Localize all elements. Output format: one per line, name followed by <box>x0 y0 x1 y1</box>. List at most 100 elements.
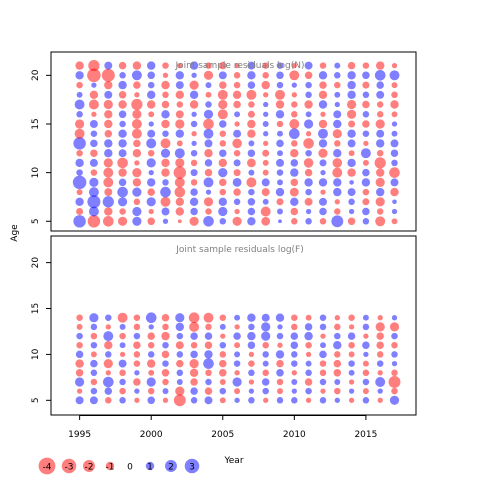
bubble-log-n <box>334 91 341 98</box>
bubble-log-n <box>190 207 198 216</box>
bubble-log-f <box>233 360 241 367</box>
bubble-log-f <box>103 359 113 369</box>
bubble-log-n <box>75 61 84 70</box>
bubble-log-f <box>348 379 355 385</box>
bubble-log-n <box>119 120 126 128</box>
bubble-log-n <box>190 179 198 186</box>
bubble-log-f <box>89 313 99 323</box>
bubble-log-n <box>234 111 241 118</box>
bubble-log-n <box>76 169 83 176</box>
bubble-log-n <box>319 218 327 225</box>
bubble-log-n <box>262 149 270 157</box>
bubble-log-f <box>203 312 214 323</box>
bubble-log-n <box>234 121 240 127</box>
bubble-log-f <box>190 341 198 349</box>
bubble-log-n <box>331 215 344 228</box>
bubble-log-n <box>147 129 156 138</box>
bubble-log-n <box>232 216 242 226</box>
bubble-log-n <box>104 110 113 119</box>
bubble-log-n <box>76 81 83 89</box>
bubble-log-f <box>133 314 141 321</box>
bubble-log-f <box>304 323 313 331</box>
bubble-log-n <box>305 81 312 89</box>
bubble-log-f <box>147 387 155 395</box>
bubble-log-f <box>362 378 370 386</box>
bubble-log-f <box>362 323 370 331</box>
y-tick-label: 15 <box>31 303 41 314</box>
bubble-log-f <box>90 387 98 395</box>
bubble-log-n <box>191 140 197 147</box>
bubble-log-n <box>334 72 341 79</box>
legend-label: 2 <box>168 463 174 473</box>
bubble-log-n <box>146 138 157 149</box>
bubble-log-f <box>162 388 169 395</box>
bubble-log-f <box>105 370 111 376</box>
bubble-log-f <box>161 350 170 359</box>
bubble-log-f <box>205 378 212 386</box>
bubble-log-n <box>349 180 354 185</box>
bubble-log-f <box>148 369 155 376</box>
bubble-log-n <box>160 148 171 158</box>
legend-bubble <box>145 461 155 471</box>
bubble-log-n <box>246 177 257 188</box>
bubble-log-f <box>375 377 386 387</box>
bubble-log-n <box>175 129 184 138</box>
bubble-log-n <box>88 206 99 217</box>
bubble-log-n <box>147 188 155 196</box>
bubble-log-n <box>76 189 83 196</box>
bubble-log-f <box>204 350 213 359</box>
bubble-log-n <box>88 99 99 110</box>
bubble-log-n <box>304 197 313 206</box>
bubble-log-n <box>190 188 198 196</box>
bubble-log-n <box>389 70 400 81</box>
bubble-log-n <box>305 111 312 118</box>
bubble-log-f <box>319 369 327 377</box>
bubble-log-f <box>362 360 369 367</box>
bubble-log-n <box>101 68 115 82</box>
bubble-log-n <box>174 148 185 159</box>
bubble-log-f <box>305 341 312 349</box>
y-axis-label: Age <box>10 224 20 242</box>
bubble-log-n <box>118 216 128 226</box>
bubble-log-n <box>161 158 170 168</box>
bubble-log-n <box>318 100 328 109</box>
bubble-log-n <box>391 130 398 137</box>
bubble-log-f <box>291 370 297 376</box>
bubble-log-n <box>247 198 256 206</box>
bubble-log-f <box>348 351 355 358</box>
bubble-log-n <box>347 139 356 148</box>
bubble-log-n <box>276 62 284 69</box>
bubble-log-n <box>175 110 184 119</box>
bubble-log-f <box>234 324 240 330</box>
bubble-log-n <box>190 169 198 177</box>
bubble-log-f <box>305 351 312 358</box>
bubble-log-n <box>291 140 298 147</box>
bubble-log-n <box>88 187 99 198</box>
bubble-log-f <box>233 332 241 340</box>
bubble-log-n <box>290 149 299 158</box>
bubble-log-n <box>376 187 385 197</box>
bubble-log-n <box>347 80 356 90</box>
bubble-log-f <box>291 314 298 321</box>
y-tick-label: 10 <box>31 348 41 360</box>
bubble-log-f <box>220 333 226 339</box>
bubble-log-n <box>74 128 85 139</box>
panel-log-f-title: Joint sample residuals log(F) <box>175 245 303 255</box>
bubble-log-n <box>276 198 284 206</box>
bubble-log-f <box>176 351 184 358</box>
bubble-log-n <box>104 139 113 148</box>
bubble-log-f <box>348 324 355 330</box>
legend-label: -2 <box>85 463 94 473</box>
bubble-log-f <box>90 359 98 368</box>
bubble-log-f <box>105 324 111 330</box>
bubble-log-n <box>104 129 113 138</box>
bubble-log-f <box>118 359 127 368</box>
bubble-log-f <box>248 323 255 331</box>
bubble-log-n <box>233 72 241 79</box>
bubble-log-f <box>305 360 312 367</box>
bubble-log-f <box>219 341 227 349</box>
bubble-log-f <box>148 324 154 330</box>
bubble-log-f <box>375 322 385 332</box>
bubble-log-n <box>176 101 184 108</box>
bubble-log-f <box>104 341 113 350</box>
